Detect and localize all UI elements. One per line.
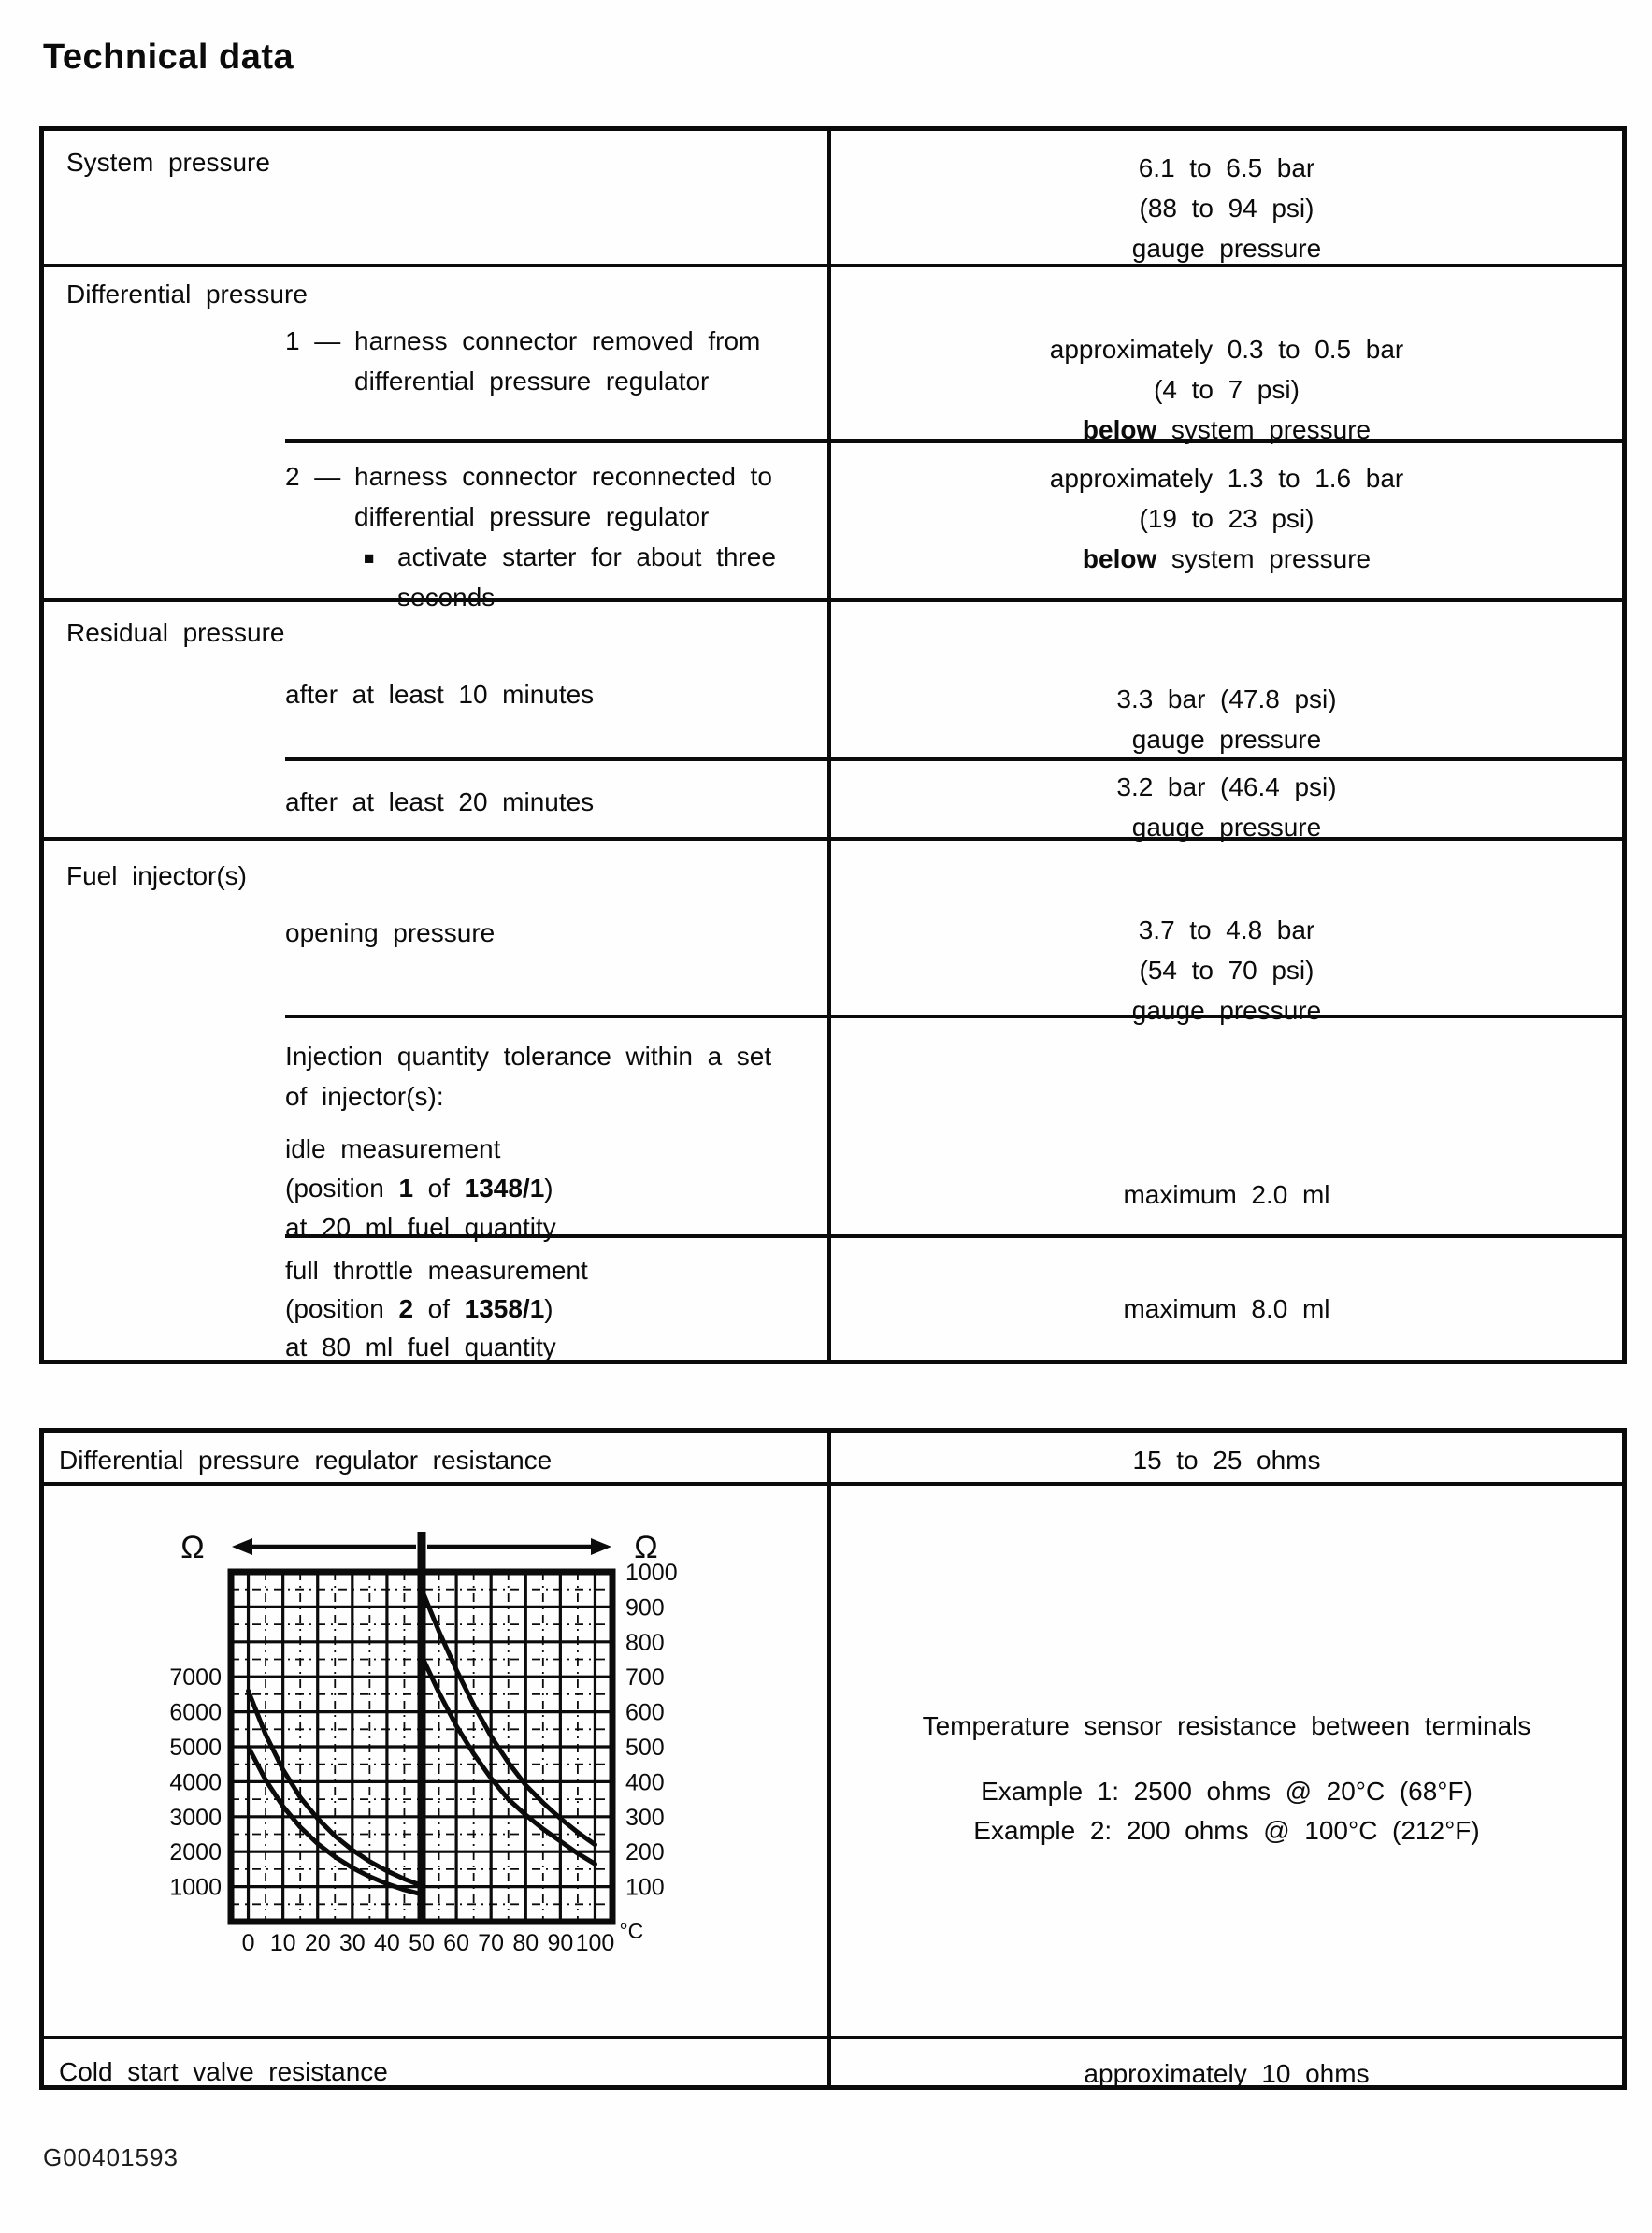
divider — [285, 439, 1622, 443]
bullet-note: ■ activate starter for about three secon… — [364, 537, 776, 617]
svg-text:300: 300 — [625, 1805, 665, 1831]
divider — [285, 1234, 1622, 1238]
svg-text:500: 500 — [625, 1735, 665, 1761]
svg-text:70: 70 — [478, 1930, 504, 1956]
square-bullet-icon: ■ — [364, 549, 375, 569]
svg-text:400: 400 — [625, 1769, 665, 1795]
svg-text:30: 30 — [339, 1930, 366, 1956]
svg-text:1000: 1000 — [625, 1560, 678, 1586]
row-label-idle-measurement: idle measurement (position 1 of 1348/1) … — [285, 1134, 556, 1242]
value-diff-2: approximately 1.3 to 1.6 bar (19 to 23 p… — [1049, 464, 1404, 573]
divider — [44, 264, 1622, 267]
row-label-system-pressure: System pressure — [66, 148, 270, 177]
temperature-resistance-chart: Ω Ω70006000500040003000200010001000900800… — [169, 1530, 678, 1956]
svg-text:°C: °C — [619, 1919, 643, 1943]
svg-text:100: 100 — [576, 1930, 615, 1956]
svg-text:90: 90 — [547, 1930, 573, 1956]
row-label-diff-2: 2 — harness connector reconnected to dif… — [285, 456, 776, 617]
item-number: 2 — — [285, 462, 341, 491]
divider — [44, 837, 1622, 841]
svg-text:900: 900 — [625, 1594, 665, 1621]
row-label-injection-tolerance: Injection quantity tolerance within a se… — [285, 1042, 772, 1111]
divider — [285, 1015, 1622, 1018]
svg-text:10: 10 — [270, 1930, 296, 1956]
section-label-residual-pressure: Residual pressure — [66, 618, 285, 647]
value-residual-20: 3.2 bar (46.4 psi) gauge pressure — [1116, 772, 1337, 842]
divider — [827, 1433, 831, 2085]
svg-text:0: 0 — [242, 1930, 255, 1956]
item-number: 1 — — [285, 326, 341, 355]
temp-sensor-note: Temperature sensor resistance between te… — [922, 1711, 1531, 1845]
svg-text:600: 600 — [625, 1700, 665, 1726]
svg-text:60: 60 — [443, 1930, 469, 1956]
value-opening-pressure: 3.7 to 4.8 bar (54 to 70 psi) gauge pres… — [1131, 915, 1322, 1025]
divider — [44, 2036, 1622, 2039]
svg-text:5000: 5000 — [169, 1735, 222, 1761]
row-label-diff-1: 1 — harness connector removed from diffe… — [285, 321, 760, 401]
value-full-throttle: maximum 8.0 ml — [1123, 1294, 1330, 1323]
section-label-fuel-injectors: Fuel injector(s) — [66, 861, 247, 890]
value-residual-10: 3.3 bar (47.8 psi) gauge pressure — [1116, 684, 1337, 754]
value-idle-measurement: maximum 2.0 ml — [1123, 1180, 1330, 1209]
svg-text:4000: 4000 — [169, 1769, 222, 1795]
figure-code: G00401593 — [43, 2143, 179, 2171]
row-label-residual-10: after at least 10 minutes — [285, 680, 595, 709]
svg-text:1000: 1000 — [169, 1875, 222, 1901]
value-system-pressure: 6.1 to 6.5 bar (88 to 94 psi) gauge pres… — [1131, 153, 1322, 263]
svg-text:Ω: Ω — [180, 1530, 204, 1565]
section-label-differential-pressure: Differential pressure — [66, 280, 308, 309]
resistance-spec-table: Differential pressure regulator resistan… — [39, 1428, 1627, 2090]
svg-text:80: 80 — [512, 1930, 539, 1956]
svg-text:2000: 2000 — [169, 1839, 222, 1866]
svg-text:800: 800 — [625, 1630, 665, 1656]
value-diff-1: approximately 0.3 to 0.5 bar (4 to 7 psi… — [1049, 335, 1404, 444]
pressure-spec-table: System pressure 6.1 to 6.5 bar (88 to 94… — [39, 126, 1627, 1364]
row-label-regulator-resistance: Differential pressure regulator resistan… — [59, 1446, 553, 1475]
value-cold-start-valve: approximately 10 ohms — [1084, 2059, 1370, 2088]
svg-text:20: 20 — [305, 1930, 331, 1956]
svg-text:40: 40 — [374, 1930, 400, 1956]
value-regulator-resistance: 15 to 25 ohms — [1132, 1446, 1321, 1475]
row-label-residual-20: after at least 20 minutes — [285, 787, 595, 816]
svg-text:200: 200 — [625, 1839, 665, 1866]
svg-text:700: 700 — [625, 1664, 665, 1691]
divider — [44, 598, 1622, 602]
svg-text:3000: 3000 — [169, 1805, 222, 1831]
row-label-full-throttle: full throttle measurement (position 2 of… — [285, 1256, 588, 1361]
svg-text:100: 100 — [625, 1875, 665, 1901]
row-label-cold-start-valve: Cold start valve resistance — [59, 2057, 388, 2086]
page-title: Technical data — [43, 37, 294, 77]
row-label-opening-pressure: opening pressure — [285, 918, 496, 947]
divider — [285, 757, 1622, 761]
svg-text:Ω: Ω — [634, 1530, 657, 1565]
svg-text:6000: 6000 — [169, 1700, 222, 1726]
svg-text:50: 50 — [409, 1930, 435, 1956]
divider — [827, 131, 831, 1360]
divider — [44, 1482, 1622, 1486]
svg-text:7000: 7000 — [169, 1664, 222, 1691]
